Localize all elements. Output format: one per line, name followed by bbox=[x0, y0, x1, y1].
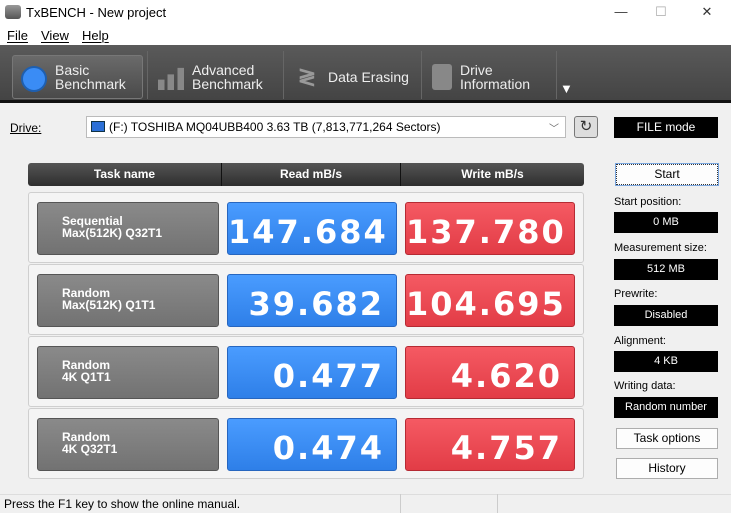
tab-data-erasing[interactable]: ≷ Data Erasing bbox=[286, 55, 419, 99]
divider bbox=[556, 51, 557, 99]
start-position-value[interactable]: 0 MB bbox=[614, 212, 718, 233]
read-value: 0.477 bbox=[227, 346, 397, 399]
eraser-icon: ≷ bbox=[297, 64, 317, 89]
tab-advanced-benchmark[interactable]: Advanced Benchmark bbox=[150, 55, 280, 99]
task-button-random-4k-q32t1[interactable]: Random 4K Q32T1 bbox=[37, 418, 219, 471]
alignment-value[interactable]: 4 KB bbox=[614, 351, 718, 372]
result-row: Random Max(512K) Q1T1 39.682 104.695 bbox=[28, 264, 584, 335]
tab-label: Drive bbox=[460, 62, 493, 78]
task-name: Sequential bbox=[62, 214, 123, 228]
task-options-button[interactable]: Task options bbox=[616, 428, 718, 449]
measurement-size-label: Measurement size: bbox=[614, 242, 707, 254]
header-task-name: Task name bbox=[28, 163, 222, 186]
refresh-button[interactable]: ↻ bbox=[574, 116, 598, 138]
results-header: Task name Read mB/s Write mB/s bbox=[28, 163, 584, 186]
close-button[interactable]: ✕ bbox=[701, 4, 713, 19]
task-button-random-4k-q1t1[interactable]: Random 4K Q1T1 bbox=[37, 346, 219, 399]
maximize-button[interactable]: ☐ bbox=[655, 4, 667, 19]
stopwatch-icon bbox=[21, 65, 47, 92]
read-value: 147.684 bbox=[227, 202, 397, 255]
header-read: Read mB/s bbox=[222, 163, 401, 186]
menu-file[interactable]: File bbox=[7, 28, 28, 43]
chevron-down-icon: ﹀ bbox=[549, 124, 559, 135]
bar-chart-icon bbox=[158, 67, 184, 90]
tab-basic-benchmark[interactable]: Basic Benchmark bbox=[12, 55, 143, 99]
writing-data-value[interactable]: Random number bbox=[614, 397, 718, 418]
history-button[interactable]: History bbox=[616, 458, 718, 479]
refresh-icon: ↻ bbox=[579, 118, 593, 135]
more-tabs-chevron-icon[interactable]: ▼ bbox=[560, 81, 573, 96]
write-value: 4.620 bbox=[405, 346, 575, 399]
window-title: TxBENCH - New project bbox=[26, 5, 167, 20]
task-params: 4K Q32T1 bbox=[62, 442, 118, 456]
menu-help[interactable]: Help bbox=[82, 28, 109, 43]
minimize-button[interactable]: — bbox=[614, 4, 628, 19]
task-params: Max(512K) Q1T1 bbox=[62, 298, 156, 312]
result-row: Sequential Max(512K) Q32T1 147.684 137.78… bbox=[28, 192, 584, 263]
file-mode-indicator[interactable]: FILE mode bbox=[614, 117, 718, 138]
task-params: 4K Q1T1 bbox=[62, 370, 111, 384]
writing-data-label: Writing data: bbox=[614, 380, 676, 392]
divider bbox=[421, 51, 422, 99]
tab-label: Basic bbox=[55, 62, 90, 78]
measurement-size-value[interactable]: 512 MB bbox=[614, 259, 718, 280]
read-value: 0.474 bbox=[227, 418, 397, 471]
result-row: Random 4K Q32T1 0.474 4.757 bbox=[28, 408, 584, 479]
prewrite-label: Prewrite: bbox=[614, 288, 658, 300]
read-value: 39.682 bbox=[227, 274, 397, 327]
status-divider bbox=[400, 494, 401, 513]
drive-select[interactable]: (F:) TOSHIBA MQ04UBB400 3.63 TB (7,813,7… bbox=[86, 116, 566, 138]
task-button-sequential-q32t1[interactable]: Sequential Max(512K) Q32T1 bbox=[37, 202, 219, 255]
menu-view[interactable]: View bbox=[41, 28, 69, 43]
title-bar: TxBENCH - New project — ☐ ✕ bbox=[0, 0, 731, 24]
divider bbox=[283, 51, 284, 99]
alignment-label: Alignment: bbox=[614, 335, 666, 347]
divider bbox=[147, 51, 148, 99]
task-button-random-q1t1[interactable]: Random Max(512K) Q1T1 bbox=[37, 274, 219, 327]
task-params: Max(512K) Q32T1 bbox=[62, 226, 163, 240]
task-name: Random bbox=[62, 430, 110, 444]
drive-info-icon bbox=[432, 64, 452, 90]
drive-value: (F:) TOSHIBA MQ04UBB400 3.63 TB (7,813,7… bbox=[109, 120, 441, 134]
status-text: Press the F1 key to show the online manu… bbox=[4, 497, 241, 511]
start-button[interactable]: Start bbox=[615, 163, 719, 186]
tab-label: Data Erasing bbox=[328, 69, 409, 85]
status-bar: Press the F1 key to show the online manu… bbox=[0, 494, 731, 513]
drive-icon bbox=[91, 121, 105, 132]
drive-label: Drive: bbox=[10, 121, 42, 135]
start-position-label: Start position: bbox=[614, 196, 682, 208]
menu-bar: File View Help bbox=[0, 24, 731, 45]
task-name: Random bbox=[62, 286, 110, 300]
task-name: Random bbox=[62, 358, 110, 372]
write-value: 104.695 bbox=[405, 274, 575, 327]
tab-label: Benchmark bbox=[192, 76, 263, 92]
tab-label: Benchmark bbox=[55, 76, 126, 92]
header-write: Write mB/s bbox=[461, 167, 524, 181]
status-divider bbox=[497, 494, 498, 513]
tab-drive-information[interactable]: Drive Information bbox=[424, 55, 554, 99]
write-value: 137.780 bbox=[405, 202, 575, 255]
toolbar: Basic Benchmark Advanced Benchmark ≷ Data … bbox=[0, 45, 731, 103]
tab-label: Information bbox=[460, 76, 531, 92]
app-icon bbox=[5, 5, 21, 19]
prewrite-value[interactable]: Disabled bbox=[614, 305, 718, 326]
result-row: Random 4K Q1T1 0.477 4.620 bbox=[28, 336, 584, 407]
tab-label: Advanced bbox=[192, 62, 255, 78]
write-value: 4.757 bbox=[405, 418, 575, 471]
